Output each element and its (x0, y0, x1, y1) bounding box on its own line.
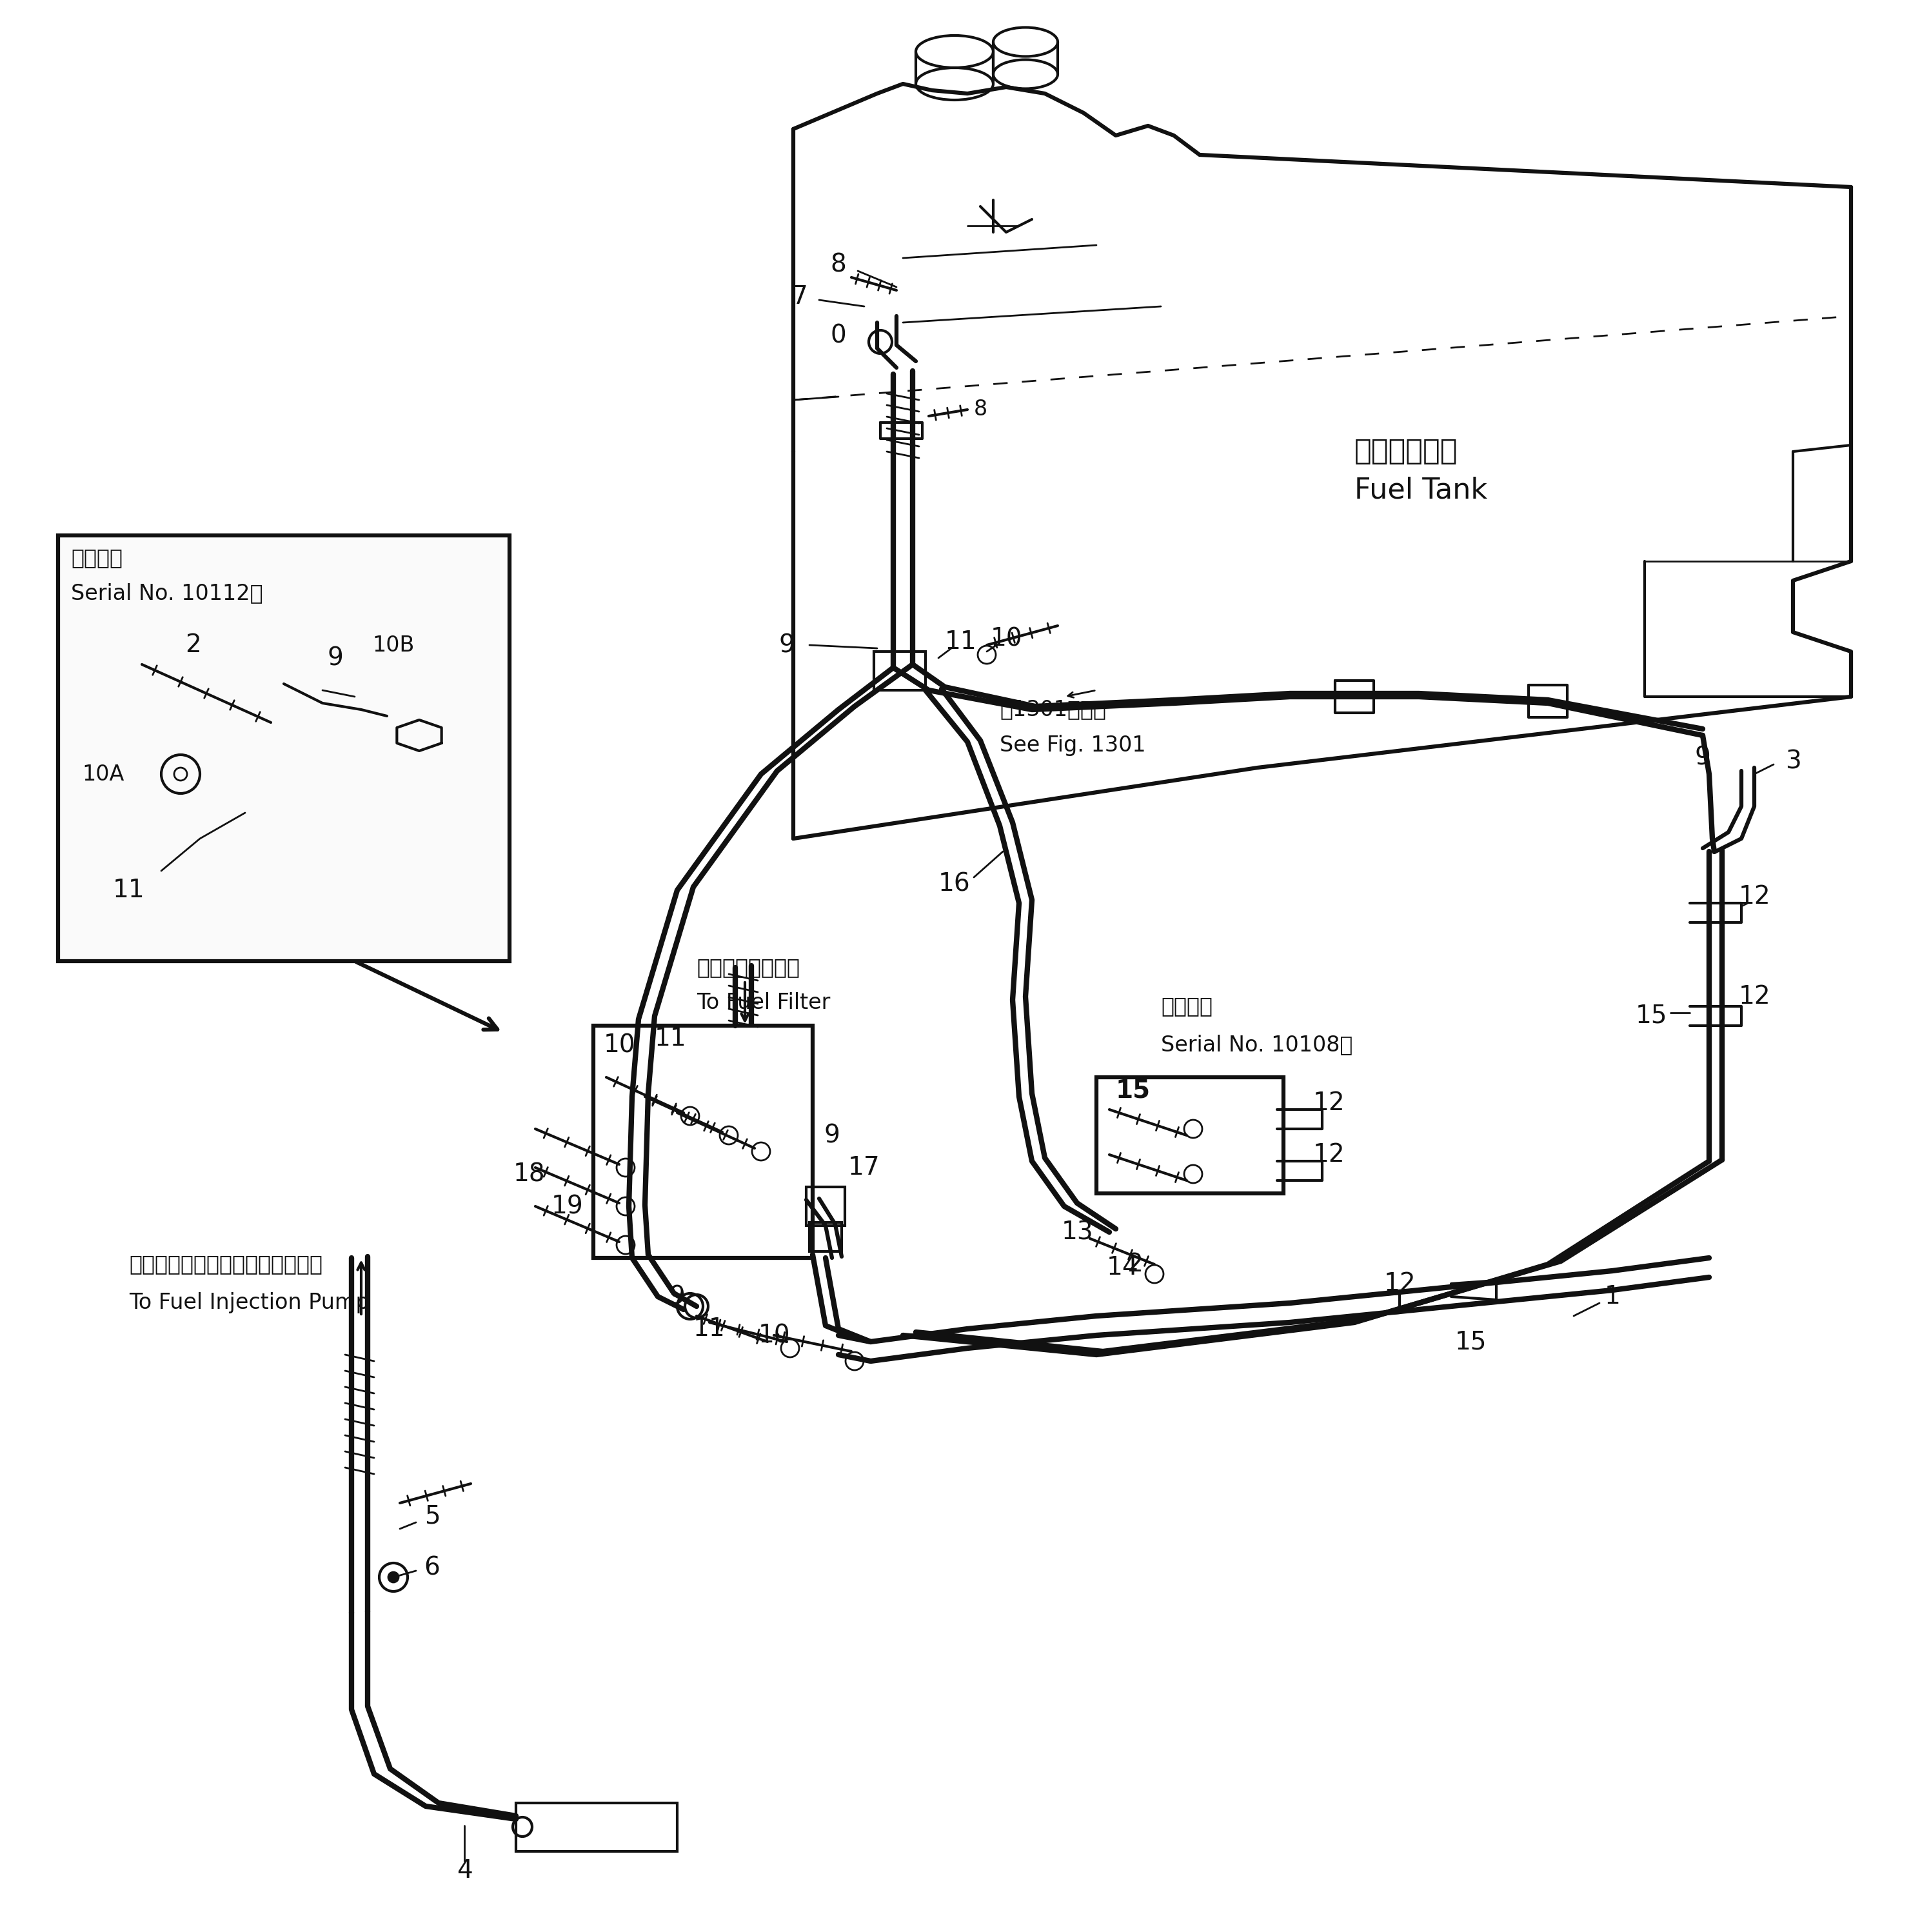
Circle shape (388, 1573, 399, 1582)
Text: 12: 12 (1739, 885, 1770, 908)
Text: Serial No. 10112～: Serial No. 10112～ (71, 583, 264, 605)
Text: 10A: 10A (82, 763, 124, 784)
Text: 9: 9 (327, 645, 344, 670)
Text: 12: 12 (1739, 985, 1770, 1009)
Text: 10: 10 (759, 1323, 789, 1347)
Text: 適用号機: 適用号機 (1160, 995, 1212, 1016)
Text: 6: 6 (424, 1555, 440, 1580)
Text: フェルインジェクションポンプへ: フェルインジェクションポンプへ (128, 1254, 323, 1275)
Text: 9: 9 (780, 634, 795, 657)
Text: ㅗ1301図参照: ㅗ1301図参照 (999, 699, 1106, 721)
Text: 9: 9 (669, 1285, 686, 1308)
Text: 10: 10 (604, 1034, 634, 1057)
Text: 9: 9 (1695, 746, 1710, 771)
Text: 15: 15 (1454, 1329, 1487, 1354)
Text: 18: 18 (512, 1161, 545, 1186)
Bar (806, 1186, 845, 1225)
Bar (873, 651, 925, 690)
Text: 16: 16 (938, 871, 971, 896)
Text: 3: 3 (1785, 750, 1800, 773)
Text: 適用号機: 適用号機 (71, 547, 122, 568)
Text: 17: 17 (848, 1155, 881, 1180)
Text: 0: 0 (831, 323, 847, 348)
Text: 14: 14 (1106, 1256, 1139, 1279)
Text: See Fig. 1301: See Fig. 1301 (999, 734, 1147, 755)
Text: 8: 8 (973, 400, 988, 421)
Bar (810, 1223, 841, 1252)
Text: 5: 5 (424, 1503, 440, 1528)
Text: 2: 2 (1127, 1252, 1143, 1277)
Text: 4: 4 (457, 1859, 472, 1884)
Text: 13: 13 (1061, 1219, 1093, 1244)
Text: 11: 11 (694, 1316, 726, 1341)
Text: 12: 12 (1384, 1271, 1416, 1296)
Text: 19: 19 (552, 1194, 583, 1219)
Text: 1: 1 (1605, 1285, 1621, 1308)
Bar (1097, 1078, 1284, 1194)
Text: 11: 11 (655, 1026, 686, 1051)
Text: 11: 11 (944, 630, 977, 655)
Text: フェルフィルタへ: フェルフィルタへ (696, 956, 799, 978)
Text: 10: 10 (990, 626, 1022, 651)
Bar (592, 1026, 812, 1258)
Text: 12: 12 (1313, 1142, 1345, 1167)
Text: 15: 15 (1116, 1078, 1150, 1103)
Text: 10B: 10B (373, 634, 415, 655)
Text: To Fuel Filter: To Fuel Filter (696, 993, 829, 1014)
Text: Serial No. 10108～: Serial No. 10108～ (1160, 1034, 1353, 1055)
Text: フェルタンク: フェルタンク (1355, 439, 1458, 466)
Text: 15: 15 (1636, 1005, 1666, 1028)
Text: 7: 7 (791, 284, 808, 309)
Text: Fuel Tank: Fuel Tank (1355, 477, 1487, 504)
Text: 8: 8 (831, 253, 847, 276)
Text: To Fuel Injection Pump: To Fuel Injection Pump (128, 1293, 369, 1314)
Text: 12: 12 (1313, 1092, 1345, 1115)
Bar (516, 1803, 676, 1851)
Bar (57, 535, 510, 960)
Text: 2: 2 (185, 634, 201, 657)
Text: 11: 11 (113, 877, 145, 902)
Text: 9: 9 (824, 1122, 841, 1148)
